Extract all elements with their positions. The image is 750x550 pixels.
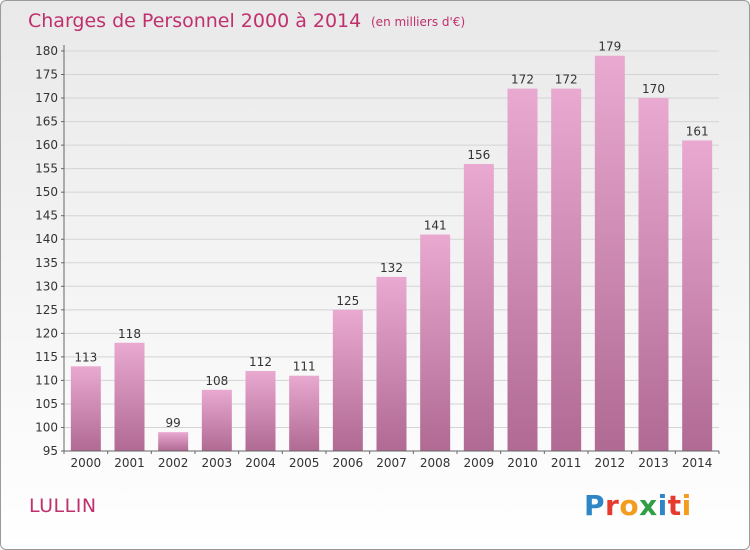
y-tick-label: 130	[35, 279, 58, 293]
y-tick-label: 170	[35, 91, 58, 105]
x-tick-label: 2012	[595, 456, 626, 470]
y-tick-label: 110	[35, 373, 58, 387]
x-tick-label: 2009	[464, 456, 495, 470]
x-tick-label: 2003	[202, 456, 233, 470]
chart-subtitle: (en milliers d'€)	[371, 15, 465, 29]
y-tick-label: 125	[35, 303, 58, 317]
bar	[201, 389, 232, 451]
brand-letter: r	[605, 489, 620, 522]
y-tick-label: 160	[35, 138, 58, 152]
brand-letter: P	[584, 489, 606, 522]
brand-letter: t	[667, 489, 682, 522]
bar-value-label: 118	[118, 327, 141, 341]
x-tick-label: 2002	[158, 456, 189, 470]
bar-value-label: 113	[74, 350, 97, 364]
x-tick-label: 2000	[71, 456, 102, 470]
bar	[463, 163, 494, 452]
y-tick-label: 165	[35, 115, 58, 129]
bar-value-label: 125	[336, 294, 359, 308]
bar	[420, 234, 451, 451]
bar	[332, 309, 363, 451]
x-tick-label: 2010	[507, 456, 538, 470]
brand-letter: x	[639, 489, 658, 522]
axes	[61, 45, 720, 454]
bar	[594, 55, 625, 452]
bar	[507, 88, 538, 451]
bar	[376, 276, 407, 451]
y-tick-label: 155	[35, 162, 58, 176]
bar	[289, 375, 320, 451]
bar-value-label: 111	[293, 360, 316, 374]
brand-logo: Proxiti	[584, 489, 692, 522]
x-tick-label: 2007	[376, 456, 407, 470]
bar-value-label: 156	[467, 148, 490, 162]
bar	[70, 366, 101, 451]
y-tick-label: 120	[35, 326, 58, 340]
bar	[551, 88, 582, 451]
bar-value-label: 161	[686, 124, 709, 138]
x-tick-label: 2008	[420, 456, 451, 470]
x-tick-label: 2001	[114, 456, 145, 470]
chart-title: Charges de Personnel 2000 à 2014	[28, 10, 361, 32]
x-tick-label: 2014	[682, 456, 713, 470]
bar	[245, 371, 276, 451]
bar-value-label: 170	[642, 82, 665, 96]
y-tick-labels: 95 100 105 110 115 120 125 130 135 140 145 150 155 16…	[35, 44, 58, 458]
y-tick-label: 180	[35, 44, 58, 58]
bar-value-label: 179	[598, 40, 621, 54]
bar-value-label: 141	[424, 219, 447, 233]
x-tick-label: 2004	[245, 456, 276, 470]
bar-value-label: 172	[555, 73, 578, 87]
y-tick-label: 95	[43, 444, 58, 458]
y-tick-label: 100	[35, 420, 58, 434]
bar	[638, 98, 669, 451]
bars	[70, 55, 713, 452]
bar-value-label: 132	[380, 261, 403, 275]
y-tick-label: 150	[35, 185, 58, 199]
x-tick-label: 2005	[289, 456, 320, 470]
brand-letter: o	[619, 489, 640, 522]
y-tick-label: 145	[35, 209, 58, 223]
brand-letter: i	[657, 489, 668, 522]
y-tick-label: 105	[35, 397, 58, 411]
bar-value-label: 108	[205, 374, 228, 388]
bar-value-label: 172	[511, 73, 534, 87]
bar	[682, 140, 713, 452]
bar-value-label: 99	[166, 416, 181, 430]
x-tick-label: 2013	[638, 456, 669, 470]
y-tick-label: 115	[35, 350, 58, 364]
bar-value-labels: 113 118 99 108 112 111 125 132 141 156 172 172 179 17…	[74, 40, 708, 430]
x-tick-label: 2011	[551, 456, 582, 470]
x-tick-labels: 2000 2001 2002 2003 2004 2005 2006 2007 2008 2009…	[71, 456, 713, 470]
y-tick-label: 135	[35, 256, 58, 270]
x-tick-label: 2006	[333, 456, 364, 470]
y-tick-label: 140	[35, 232, 58, 246]
commune-name: LULLIN	[29, 495, 97, 517]
brand-letter: i	[681, 489, 692, 522]
bar	[114, 342, 145, 451]
bar-value-label: 112	[249, 355, 272, 369]
bar	[158, 432, 189, 451]
y-tick-label: 175	[35, 68, 58, 82]
